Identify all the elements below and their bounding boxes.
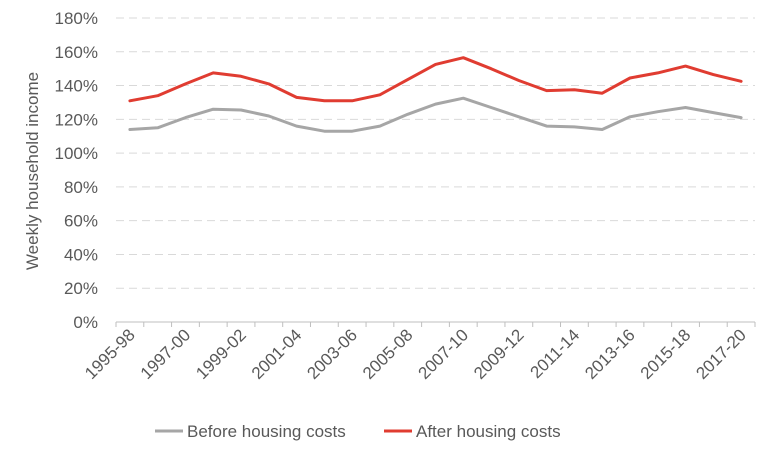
y-axis-ticks: 0% 20% 40% 60% 80% 100% 120% 140% 160% 180% [55,9,98,332]
x-axis: 1995-981997-001999-022001-042003-062005-… [81,321,756,383]
x-tick-label: 1995-98 [81,325,139,383]
x-tick-label: 2003-06 [303,325,361,383]
x-tick-label: 1999-02 [192,325,250,383]
y-tick-label: 140% [55,77,98,96]
x-tick-label: 2007-10 [415,325,473,383]
x-tick-label: 2013-16 [581,325,639,383]
y-tick-label: 0% [73,313,98,332]
series-lines [128,56,743,133]
y-tick-label: 40% [64,245,98,264]
y-tick-label: 180% [55,9,98,28]
legend-label-before-housing-costs: Before housing costs [187,422,346,441]
gridlines [116,17,755,289]
legend: Before housing costs After housing costs [155,422,561,441]
x-tick-label: 2001-04 [248,325,306,383]
y-axis-title: Weekly household income [23,72,42,270]
y-tick-label: 160% [55,43,98,62]
y-tick-label: 60% [64,212,98,231]
series-line-before-housing-costs [128,96,743,133]
y-tick-label: 80% [64,178,98,197]
series-line-after-housing-costs [128,56,743,103]
x-tick-label: 2011-14 [527,325,584,382]
x-tick-label: 2005-08 [359,325,417,383]
legend-label-after-housing-costs: After housing costs [416,422,561,441]
y-tick-label: 100% [55,144,98,163]
y-tick-label: 20% [64,279,98,298]
x-tick-label: 2017-20 [692,325,750,383]
y-tick-label: 120% [55,110,98,129]
x-tick-label: 2009-12 [470,325,528,383]
x-tick-label: 1997-00 [137,325,195,383]
x-tick-label: 2015-18 [637,325,695,383]
